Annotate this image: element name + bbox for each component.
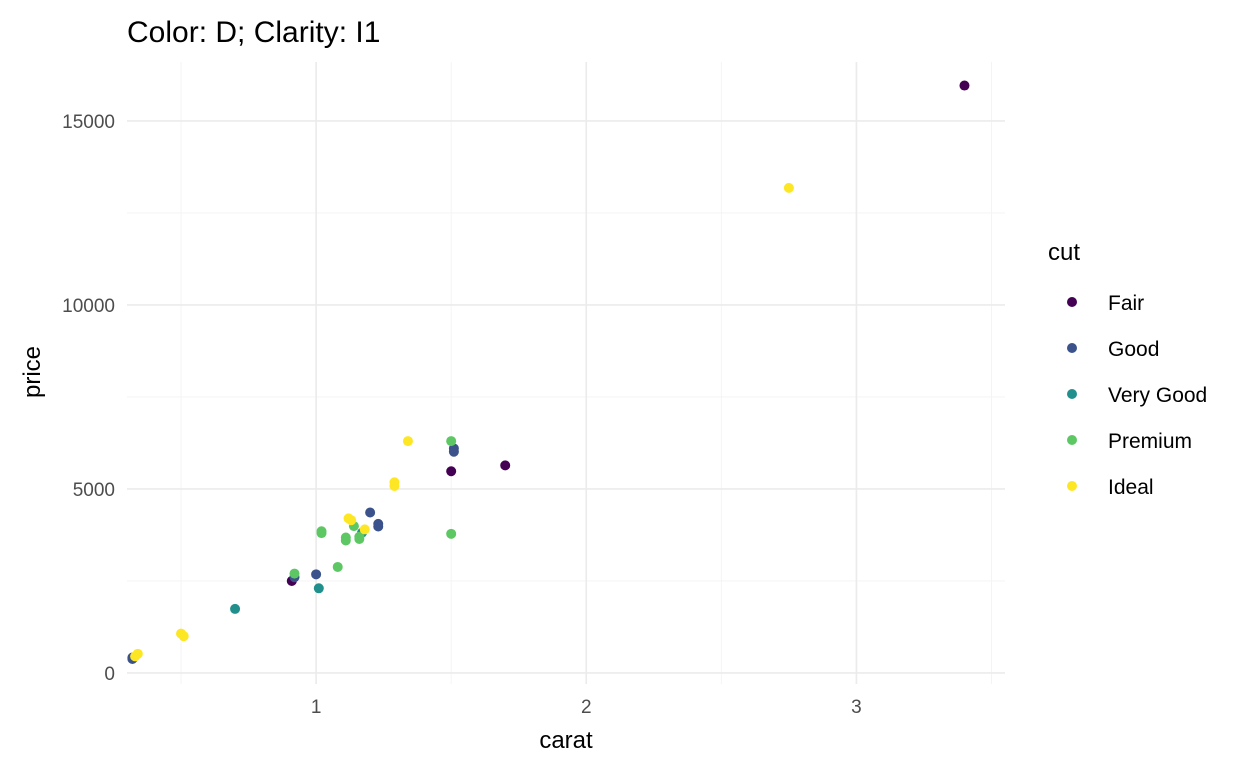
data-point bbox=[359, 524, 370, 535]
series-premium bbox=[289, 436, 457, 579]
y-axis-ticks: 0 5000 10000 15000 bbox=[62, 112, 115, 685]
data-point bbox=[132, 648, 143, 659]
data-point bbox=[389, 477, 400, 488]
data-point bbox=[340, 532, 351, 543]
series-fair bbox=[286, 80, 970, 586]
data-point bbox=[365, 507, 376, 518]
data-point bbox=[311, 569, 322, 580]
data-point bbox=[373, 518, 384, 529]
x-axis-ticks: 1 2 3 bbox=[311, 697, 862, 718]
data-point bbox=[446, 528, 457, 539]
data-point bbox=[446, 466, 457, 477]
data-point bbox=[289, 568, 300, 579]
x-axis-title: carat bbox=[539, 727, 593, 754]
series-ideal bbox=[130, 182, 794, 662]
x-tick-label: 1 bbox=[311, 697, 322, 718]
legend: cut Fair Good Very Good Premium Ideal bbox=[1048, 239, 1207, 499]
legend-key bbox=[1067, 389, 1077, 399]
data-point bbox=[354, 531, 365, 542]
legend-label: Good bbox=[1108, 338, 1159, 361]
data-point bbox=[959, 80, 970, 91]
y-tick-label: 10000 bbox=[62, 296, 115, 317]
data-point bbox=[783, 182, 794, 193]
chart-title: Color: D; Clarity: I1 bbox=[127, 16, 380, 49]
data-point bbox=[446, 436, 457, 447]
data-point bbox=[346, 515, 357, 526]
y-tick-label: 0 bbox=[104, 664, 115, 685]
y-axis-title: price bbox=[19, 346, 46, 398]
x-tick-label: 2 bbox=[581, 697, 592, 718]
data-point bbox=[230, 603, 241, 614]
data-points bbox=[127, 80, 970, 664]
legend-key bbox=[1067, 481, 1077, 491]
legend-key bbox=[1067, 435, 1077, 445]
grid-lines bbox=[127, 62, 1005, 684]
legend-title: cut bbox=[1048, 239, 1080, 266]
y-tick-label: 5000 bbox=[73, 480, 115, 501]
legend-key bbox=[1067, 297, 1077, 307]
data-point bbox=[313, 583, 324, 594]
x-tick-label: 3 bbox=[851, 697, 862, 718]
data-point bbox=[178, 631, 189, 642]
legend-key bbox=[1067, 343, 1077, 353]
legend-label: Ideal bbox=[1108, 476, 1154, 499]
data-point bbox=[316, 526, 327, 537]
data-point bbox=[500, 460, 511, 471]
legend-label: Premium bbox=[1108, 430, 1192, 453]
legend-label: Very Good bbox=[1108, 384, 1207, 407]
legend-label: Fair bbox=[1108, 292, 1144, 315]
y-tick-label: 15000 bbox=[62, 112, 115, 133]
data-point bbox=[332, 561, 343, 572]
data-point bbox=[402, 436, 413, 447]
